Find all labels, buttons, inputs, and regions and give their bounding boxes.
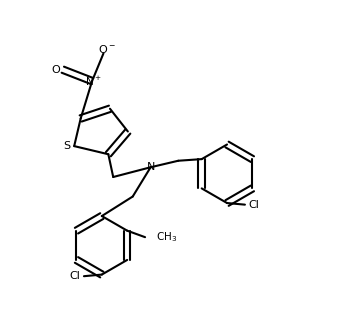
Text: CH$_3$: CH$_3$ — [156, 230, 178, 244]
Text: Cl: Cl — [248, 200, 259, 210]
Text: N: N — [146, 162, 155, 172]
Text: $\mathrm{N}^+$: $\mathrm{N}^+$ — [85, 74, 102, 88]
Text: $\mathrm{O}^-$: $\mathrm{O}^-$ — [98, 43, 116, 54]
Text: S: S — [63, 141, 70, 151]
Text: O: O — [51, 65, 60, 75]
Text: Cl: Cl — [70, 271, 81, 281]
